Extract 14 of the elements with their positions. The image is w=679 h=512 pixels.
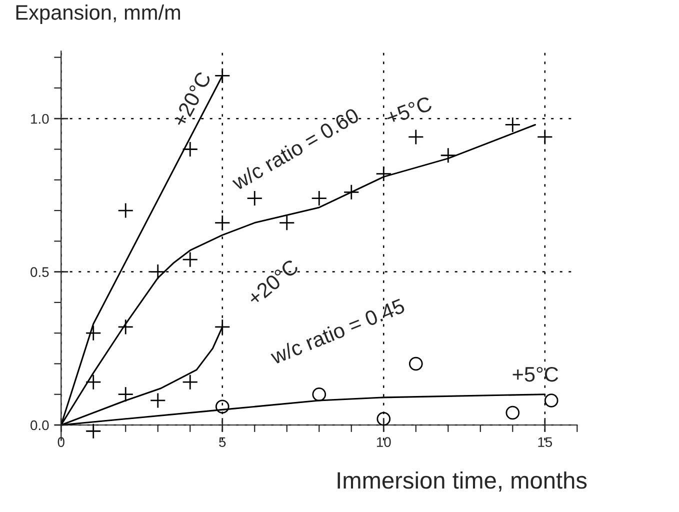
annotation: +20°C (172, 70, 212, 128)
y-tick-label: 0.0 (30, 420, 49, 430)
annotation: +5°C (385, 96, 433, 126)
annotation: w/c ratio = 0.60 (230, 106, 360, 191)
y-axis-title: Expansion, mm/m (16, 4, 180, 24)
x-tick-label: 15 (538, 437, 552, 448)
annotation: w/c ratio = 0.45 (269, 298, 406, 365)
annotation: +5°C (512, 366, 558, 382)
x-tick-label: 0 (58, 437, 64, 448)
x-tick-label: 10 (376, 437, 391, 448)
x-tick-label: 5 (219, 437, 226, 448)
y-tick-label: 1.0 (31, 114, 49, 124)
x-axis-title: Immersion time, months (338, 471, 587, 492)
y-tick-label: 0.5 (30, 267, 49, 277)
